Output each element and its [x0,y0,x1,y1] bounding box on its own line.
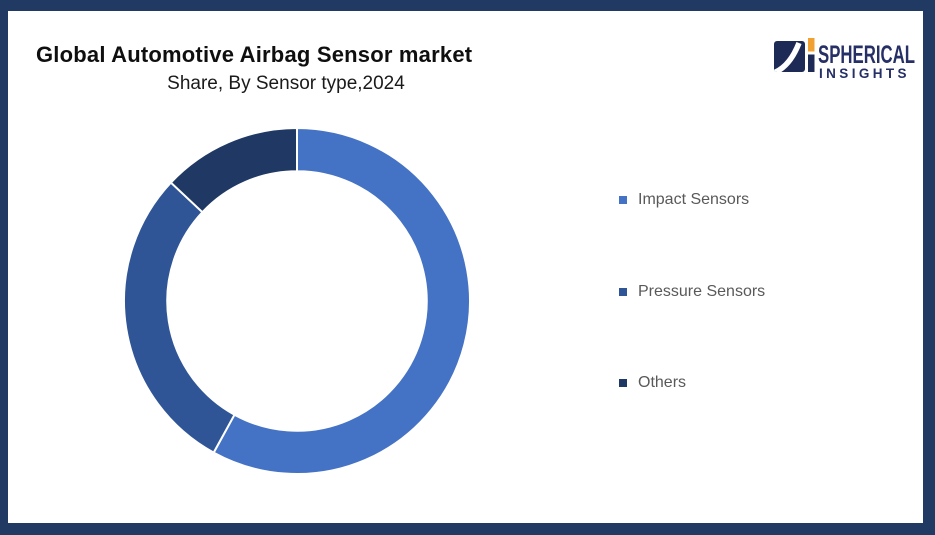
legend-item-others: Others [619,374,686,391]
legend-label: Impact Sensors [638,191,750,208]
page-subtitle: Share, By Sensor type,2024 [167,73,405,94]
legend-label: Others [638,374,687,391]
legend-item-pressure-sensors: Pressure Sensors [619,283,765,300]
legend-marker [619,378,627,387]
legend-label: Pressure Sensors [638,283,766,300]
logo-swoosh-icon [774,41,805,72]
donut-slice-impact-sensors [212,127,471,475]
legend-item-impact-sensors: Impact Sensors [619,191,749,208]
legend-marker [619,287,627,296]
logo-wordmark: SPHERICAL [818,41,915,69]
spherical-insights-logo: SPHERICAL INSIGHTS [774,38,915,81]
donut-slice-pressure-sensors [123,181,236,454]
logo-wordmark-sub: INSIGHTS [819,66,910,81]
donut-slice-others [169,127,298,214]
logo-i-dot [808,38,815,52]
page-title: Global Automotive Airbag Sensor market [36,42,473,67]
donut-chart [123,127,471,475]
legend-marker [619,195,627,204]
logo-i-stem [808,54,815,72]
